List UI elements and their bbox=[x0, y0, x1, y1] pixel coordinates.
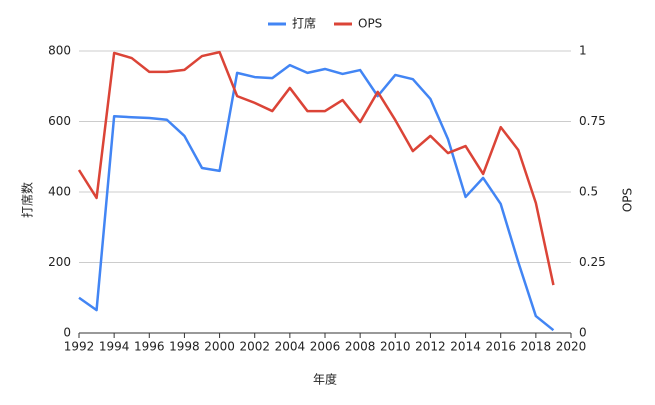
x-tick-label: 2014 bbox=[450, 340, 481, 354]
legend-label: OPS bbox=[358, 17, 382, 31]
x-tick-label: 2018 bbox=[521, 340, 552, 354]
series-line bbox=[77, 50, 555, 286]
x-tick-label: 1994 bbox=[99, 340, 130, 354]
x-tick-label: 2008 bbox=[345, 340, 376, 354]
y-tick-label: 800 bbox=[48, 44, 71, 58]
y2-tick-label: 0.75 bbox=[579, 114, 606, 128]
x-tick-label: 2006 bbox=[310, 340, 341, 354]
y2-tick-label: 0.5 bbox=[579, 185, 598, 199]
x-tick-label: 1996 bbox=[134, 340, 165, 354]
legend-label: 打席 bbox=[292, 16, 316, 31]
x-axis-title: 年度 bbox=[313, 372, 337, 387]
y2-tick-label: 0 bbox=[579, 326, 587, 340]
y-tick-label: 600 bbox=[48, 114, 71, 128]
y2-tick-label: 1 bbox=[579, 44, 587, 58]
y-tick-label: 0 bbox=[63, 326, 71, 340]
x-tick-label: 1998 bbox=[169, 340, 200, 354]
x-tick-label: 2012 bbox=[415, 340, 446, 354]
y-tick-label: 200 bbox=[48, 255, 71, 269]
x-tick-label: 2010 bbox=[380, 340, 411, 354]
y-tick-label: 400 bbox=[48, 185, 71, 199]
x-tick-label: 1992 bbox=[64, 340, 95, 354]
y-axis-title: 打席数 bbox=[20, 182, 35, 218]
x-tick-label: 2000 bbox=[204, 340, 235, 354]
x-tick-label: 2020 bbox=[556, 340, 587, 354]
y2-tick-label: 0.25 bbox=[579, 255, 606, 269]
y2-axis-title: OPS bbox=[621, 188, 635, 212]
x-tick-label: 2002 bbox=[239, 340, 270, 354]
x-tick-label: 2004 bbox=[275, 340, 306, 354]
series-line bbox=[78, 63, 555, 332]
x-tick-label: 2016 bbox=[485, 340, 516, 354]
